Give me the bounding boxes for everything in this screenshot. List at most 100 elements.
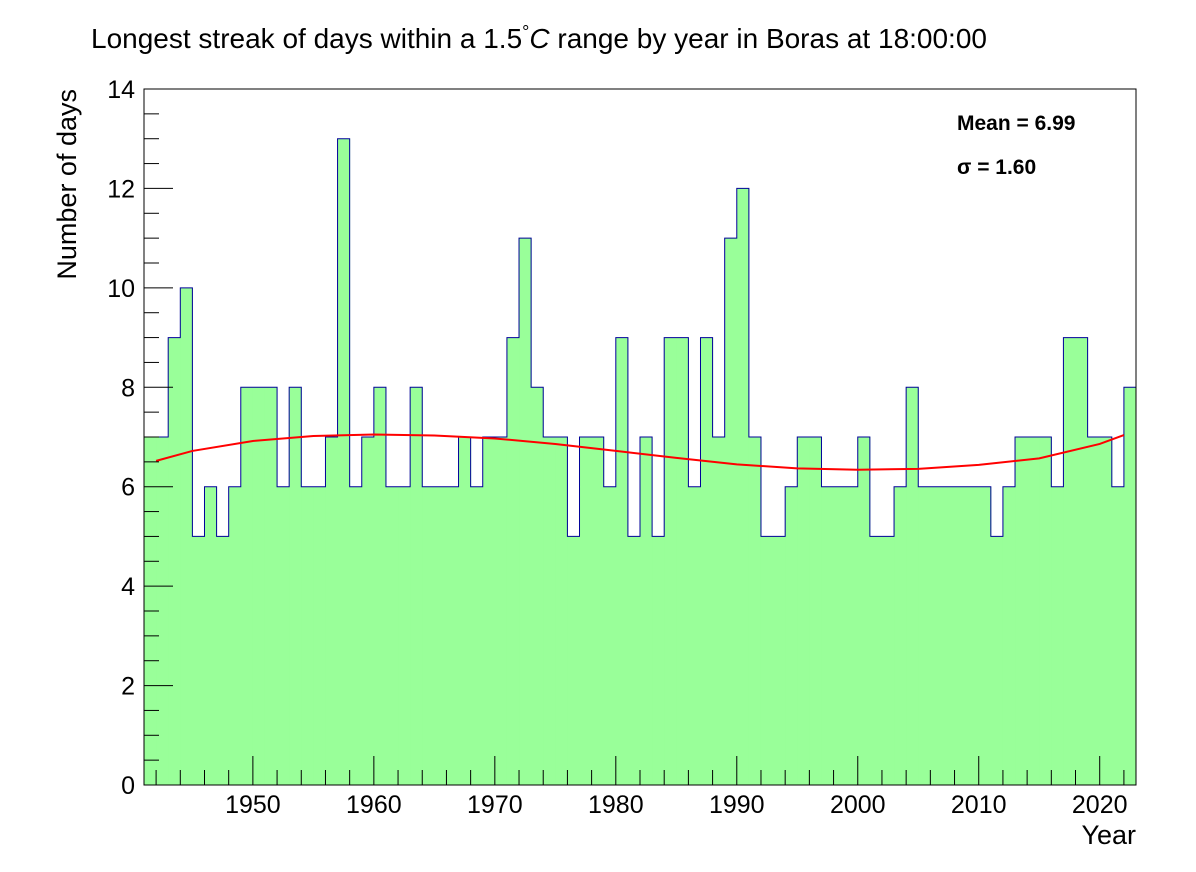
histogram-bar — [289, 387, 302, 785]
histogram-bar — [506, 337, 520, 785]
histogram-bar — [954, 486, 968, 785]
histogram-bar — [603, 486, 617, 785]
histogram-bar — [543, 437, 556, 785]
histogram-bar — [385, 486, 399, 785]
histogram-bar — [894, 486, 907, 785]
histogram-bar — [688, 486, 701, 785]
histogram-bar — [1027, 437, 1040, 785]
histogram-bar — [1123, 387, 1137, 785]
histogram-outline — [144, 138, 1137, 785]
histogram-bar — [773, 536, 786, 785]
histogram-bar — [797, 437, 810, 785]
histogram-bar — [652, 536, 665, 785]
histogram-bar — [664, 337, 677, 785]
histogram-bar — [1039, 437, 1052, 785]
histogram-bar — [482, 437, 496, 785]
histogram-bar — [1087, 437, 1101, 785]
histogram-bar — [627, 536, 641, 785]
x-tick-label: 1960 — [346, 791, 402, 819]
y-tick-label: 6 — [121, 474, 135, 502]
x-tick-label: 2010 — [951, 791, 1007, 819]
histogram-bar — [833, 486, 847, 785]
histogram-bar — [1002, 486, 1016, 785]
histogram-bar — [1111, 486, 1125, 785]
histogram-bar — [567, 536, 581, 785]
sigma-label: σ = 1.60 — [957, 156, 1036, 179]
histogram-bar — [277, 486, 290, 785]
x-tick-label: 2000 — [830, 791, 886, 819]
histogram-bar — [966, 486, 980, 785]
histogram-bar — [398, 486, 411, 785]
x-axis-label: Year — [1081, 820, 1136, 850]
histogram-bar — [446, 486, 460, 785]
histogram-bar — [930, 486, 943, 785]
histogram-bar — [494, 437, 508, 785]
y-tick-label: 14 — [107, 76, 135, 104]
histogram-bar — [434, 486, 447, 785]
histogram-bar — [640, 437, 653, 785]
y-axis-label: Number of days — [52, 89, 82, 280]
histogram-bar — [252, 387, 266, 785]
y-tick-label: 10 — [107, 275, 135, 303]
chart-title: Longest streak of days within a 1.5°C ra… — [91, 22, 987, 54]
histogram-bar — [156, 437, 169, 785]
histogram-bar — [240, 387, 254, 785]
histogram-bar — [192, 536, 205, 785]
histogram-bar — [1075, 337, 1089, 785]
x-tick-label: 1990 — [709, 791, 765, 819]
histogram-bar — [845, 486, 859, 785]
histogram-bar — [180, 287, 193, 785]
y-axis: 0 2 4 6 8 10 12 14 — [107, 76, 173, 800]
histogram-bar — [264, 387, 278, 785]
histogram-bar — [579, 437, 593, 785]
histogram-bar — [881, 536, 895, 785]
histogram-bar — [990, 536, 1004, 785]
histogram-bar — [785, 486, 798, 785]
histogram-bar — [809, 437, 822, 785]
histogram-bar — [555, 437, 568, 785]
histogram-bar — [942, 486, 956, 785]
histogram-bar — [422, 486, 435, 785]
histogram-bars — [144, 138, 1137, 786]
histogram-bar — [1015, 437, 1028, 785]
histogram-bar — [313, 486, 326, 785]
histogram-bar — [1051, 486, 1064, 785]
histogram-bar — [410, 387, 423, 785]
histogram-bar — [531, 387, 544, 785]
histogram-bar — [906, 387, 919, 785]
histogram-bar — [470, 486, 484, 785]
histogram-bar — [748, 437, 762, 785]
histogram-bar — [325, 437, 339, 785]
x-axis: 1950 1960 1970 1980 1990 2000 2010 2020 — [155, 756, 1128, 819]
x-tick-label: 1980 — [588, 791, 644, 819]
y-tick-label: 4 — [121, 573, 135, 601]
histogram-bar — [458, 437, 472, 785]
histogram-bar — [1099, 437, 1113, 785]
y-tick-label: 12 — [107, 175, 135, 203]
histogram-bar — [724, 238, 738, 786]
histogram-bar — [676, 337, 689, 785]
histogram-bar — [736, 188, 750, 785]
histogram-bar — [591, 437, 605, 785]
histogram-bar — [978, 486, 992, 785]
histogram-bar — [869, 536, 883, 785]
histogram-bar — [349, 486, 363, 785]
x-tick-label: 2020 — [1072, 791, 1128, 819]
histogram-bar — [337, 138, 351, 785]
histogram-bar — [615, 337, 629, 785]
histogram-bar — [700, 337, 714, 785]
histogram-bar — [760, 536, 774, 785]
histogram-bar — [228, 486, 242, 785]
x-tick-label: 1950 — [225, 791, 281, 819]
mean-label: Mean = 6.99 — [957, 112, 1075, 135]
histogram-bar — [301, 486, 314, 785]
y-tick-label: 2 — [121, 673, 135, 701]
histogram-bar — [712, 437, 726, 785]
histogram-bar — [1063, 337, 1077, 785]
histogram-bar — [918, 486, 931, 785]
histogram-bar — [857, 437, 871, 785]
histogram-bar — [168, 337, 181, 785]
trend-line — [155, 433, 1125, 471]
histogram-bar — [361, 437, 375, 785]
